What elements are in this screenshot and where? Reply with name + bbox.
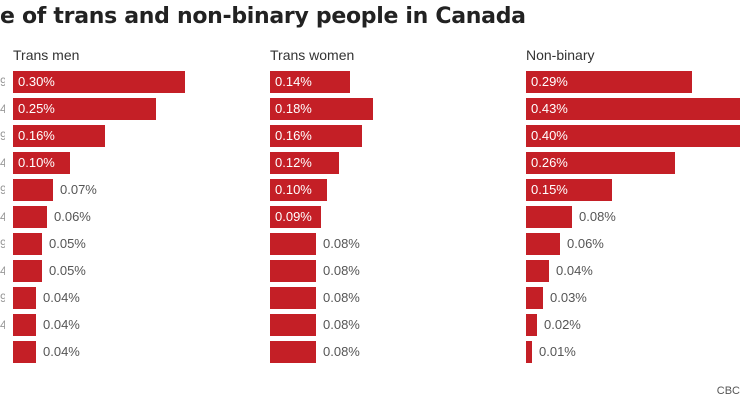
bar-value-label: 0.16% <box>18 128 55 143</box>
bar <box>270 98 373 120</box>
bar <box>270 179 327 201</box>
bar-value-label: 0.03% <box>550 290 587 305</box>
row-label-fragment: 4 <box>0 210 5 224</box>
bar-value-label: 0.26% <box>531 155 568 170</box>
bar <box>13 260 42 282</box>
bar <box>270 260 316 282</box>
row-label-fragment: 9 <box>0 183 5 197</box>
bar <box>270 206 321 228</box>
bar-value-label: 0.08% <box>579 209 616 224</box>
bar-value-label: 0.04% <box>43 344 80 359</box>
bar <box>13 71 185 93</box>
bar <box>270 287 316 309</box>
chart-title: e of trans and non-binary people in Cana… <box>0 4 526 29</box>
bar-value-label: 0.07% <box>60 182 97 197</box>
bar-value-label: 0.05% <box>49 236 86 251</box>
panel-title: Non-binary <box>526 47 595 63</box>
bar-value-label: 0.12% <box>275 155 312 170</box>
bar <box>270 71 350 93</box>
bar <box>13 233 42 255</box>
row-label-fragment: 9 <box>0 237 5 251</box>
bar <box>270 314 316 336</box>
bar <box>13 98 156 120</box>
row-label-fragment: 9 <box>0 291 5 305</box>
bar-value-label: 0.14% <box>275 74 312 89</box>
panel-title: Trans men <box>13 47 80 63</box>
row-label-fragment: 4 <box>0 318 5 332</box>
bar-value-label: 0.05% <box>49 263 86 278</box>
bar <box>526 341 532 363</box>
bar-value-label: 0.08% <box>323 317 360 332</box>
bar-value-label: 0.40% <box>531 128 568 143</box>
bar <box>13 314 36 336</box>
bar-value-label: 0.09% <box>275 209 312 224</box>
bar-value-label: 0.30% <box>18 74 55 89</box>
bar <box>526 287 543 309</box>
bar-value-label: 0.08% <box>323 236 360 251</box>
bar-value-label: 0.15% <box>531 182 568 197</box>
panel-title: Trans women <box>270 47 355 63</box>
bar-value-label: 0.18% <box>275 101 312 116</box>
bar-value-label: 0.08% <box>323 290 360 305</box>
bar-value-label: 0.10% <box>18 155 55 170</box>
bar-value-label: 0.08% <box>323 263 360 278</box>
bar-value-label: 0.06% <box>54 209 91 224</box>
bar-value-label: 0.04% <box>43 290 80 305</box>
bar <box>526 98 740 120</box>
row-label-fragment: 9 <box>0 129 5 143</box>
bar <box>270 233 316 255</box>
bar-value-label: 0.04% <box>43 317 80 332</box>
bar-value-label: 0.06% <box>567 236 604 251</box>
bar <box>13 287 36 309</box>
bar <box>526 152 675 174</box>
row-label-fragment: 4 <box>0 264 5 278</box>
bar-value-label: 0.25% <box>18 101 55 116</box>
row-label-fragment: 4 <box>0 156 5 170</box>
bar <box>526 233 560 255</box>
bar <box>526 260 549 282</box>
bar <box>270 341 316 363</box>
bar <box>526 206 572 228</box>
bar <box>526 314 537 336</box>
bar-value-label: 0.04% <box>556 263 593 278</box>
bar <box>270 125 362 147</box>
row-label-fragment: 4 <box>0 102 5 116</box>
bar <box>526 125 740 147</box>
bar-value-label: 0.29% <box>531 74 568 89</box>
bar-value-label: 0.08% <box>323 344 360 359</box>
bar <box>13 179 53 201</box>
bar <box>526 71 692 93</box>
bar <box>13 206 47 228</box>
bar-value-label: 0.10% <box>275 182 312 197</box>
bar-value-label: 0.43% <box>531 101 568 116</box>
source-label: CBC <box>716 385 740 397</box>
bar-value-label: 0.01% <box>539 344 576 359</box>
bar-value-label: 0.02% <box>544 317 581 332</box>
bar-value-label: 0.16% <box>275 128 312 143</box>
bar <box>13 125 105 147</box>
bar <box>526 179 612 201</box>
bar <box>270 152 339 174</box>
bar <box>13 341 36 363</box>
row-label-fragment: 9 <box>0 75 5 89</box>
bar <box>13 152 70 174</box>
